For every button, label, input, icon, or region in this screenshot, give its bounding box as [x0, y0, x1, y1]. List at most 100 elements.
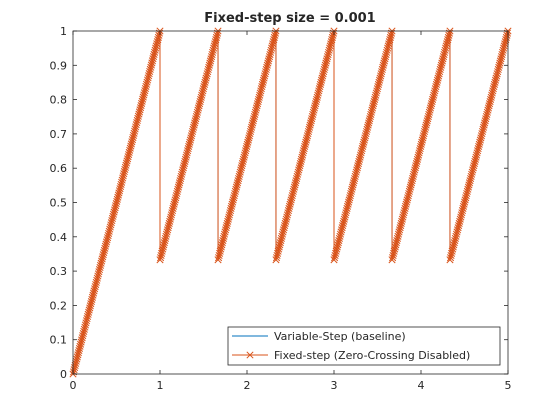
data-point-marker [457, 213, 465, 221]
data-point-marker [177, 174, 185, 183]
data-point-marker [211, 38, 219, 46]
data-point-marker [330, 254, 339, 262]
x-marker-stroke [392, 239, 400, 247]
x-marker-stroke [376, 74, 384, 82]
x-marker-stroke [158, 249, 166, 257]
data-point-marker [400, 207, 409, 215]
x-marker-stroke [282, 217, 290, 225]
x-marker-stroke [197, 93, 205, 101]
data-point-marker [305, 125, 313, 133]
x-marker-stroke [336, 230, 345, 238]
data-point-marker [330, 256, 338, 264]
data-point-marker [297, 155, 306, 163]
x-marker-stroke [187, 132, 196, 140]
x-marker-stroke [302, 136, 310, 144]
data-point-marker [187, 134, 195, 142]
x-marker-stroke [361, 132, 370, 140]
data-point-marker [354, 162, 362, 170]
x-marker-stroke [86, 302, 94, 310]
data-point-marker [478, 127, 487, 136]
x-marker-stroke [238, 160, 246, 168]
data-point-marker [108, 214, 117, 223]
x-marker-stroke [211, 40, 219, 48]
data-point-marker [326, 44, 334, 52]
data-point-marker [364, 121, 372, 129]
data-point-marker [101, 242, 109, 250]
x-marker-stroke [212, 33, 220, 41]
data-point-marker [178, 170, 186, 178]
x-marker-stroke [144, 74, 152, 82]
x-marker-stroke [212, 35, 220, 44]
x-marker-stroke [484, 106, 492, 114]
x-marker-stroke [411, 164, 419, 172]
x-marker-stroke [334, 239, 342, 247]
x-marker-stroke [400, 209, 408, 217]
data-point-marker [166, 217, 174, 225]
x-marker-stroke [114, 191, 122, 199]
data-point-marker [144, 76, 152, 84]
x-marker-stroke [473, 149, 481, 157]
data-point-marker [395, 228, 403, 236]
data-point-marker [236, 168, 244, 176]
x-marker-stroke [334, 241, 342, 249]
x-marker-stroke [380, 59, 388, 67]
x-marker-stroke [281, 222, 289, 230]
x-marker-stroke [293, 174, 301, 183]
data-point-marker [225, 213, 233, 221]
x-marker-stroke [251, 108, 259, 116]
data-point-marker [373, 87, 381, 95]
data-point-marker [281, 219, 289, 227]
data-point-marker [479, 125, 487, 133]
data-point-marker [308, 115, 316, 123]
data-point-marker [259, 76, 268, 84]
x-marker-stroke [476, 136, 484, 144]
data-point-marker [357, 151, 365, 159]
x-marker-stroke [135, 108, 144, 116]
data-point-marker [79, 329, 87, 338]
x-marker-stroke [422, 123, 430, 131]
x-marker-stroke [261, 70, 269, 78]
x-marker-stroke [291, 179, 300, 187]
data-point-marker [476, 136, 484, 144]
x-marker-stroke [341, 211, 349, 219]
x-marker-stroke [185, 140, 193, 148]
data-point-marker [122, 159, 131, 167]
data-point-marker [163, 228, 171, 236]
data-point-marker [427, 102, 435, 110]
data-point-marker [495, 61, 503, 69]
x-marker-stroke [444, 33, 452, 41]
x-marker-stroke [162, 232, 170, 240]
data-point-marker [444, 33, 452, 41]
x-marker-stroke [396, 224, 404, 232]
x-marker-stroke [113, 197, 121, 205]
x-marker-stroke [264, 57, 272, 65]
data-point-marker [126, 146, 134, 154]
x-marker-stroke [375, 78, 383, 86]
x-marker-stroke [396, 226, 404, 234]
x-marker-stroke [403, 198, 411, 206]
x-marker-stroke [255, 95, 263, 103]
data-point-marker [365, 117, 373, 125]
x-marker-stroke [99, 253, 107, 261]
data-point-marker [304, 130, 312, 138]
x-marker-stroke [159, 243, 167, 251]
data-point-marker [172, 194, 180, 202]
x-marker-stroke [329, 31, 337, 39]
x-marker-stroke [198, 91, 206, 99]
x-marker-stroke [482, 112, 490, 121]
x-marker-stroke [168, 207, 177, 215]
data-point-marker [440, 50, 448, 59]
data-point-marker [85, 306, 93, 314]
x-marker-stroke [489, 87, 497, 95]
data-point-marker [222, 226, 230, 234]
x-marker-stroke [364, 123, 372, 131]
data-point-marker [136, 104, 145, 112]
data-point-marker [155, 31, 163, 39]
x-marker-stroke [72, 359, 80, 367]
data-point-marker [80, 327, 88, 335]
data-point-marker [403, 198, 411, 206]
x-marker-stroke [255, 93, 263, 101]
data-point-marker [197, 93, 205, 101]
data-point-marker [448, 247, 456, 255]
x-marker-stroke [84, 312, 92, 321]
